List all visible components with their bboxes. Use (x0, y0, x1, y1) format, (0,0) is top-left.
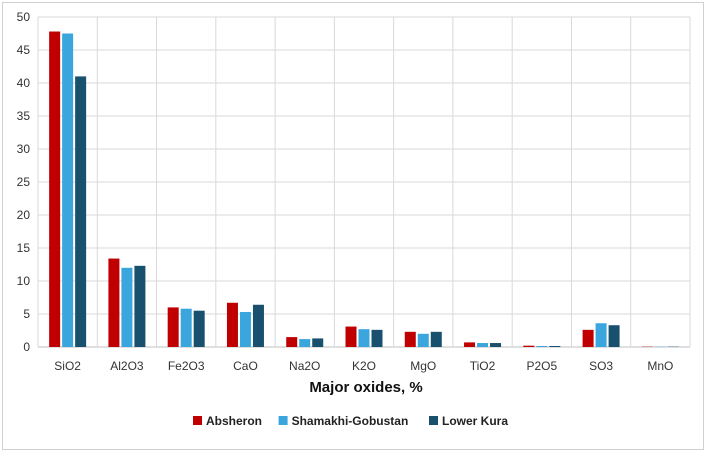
bar-SiO2-Lower Kura (75, 76, 87, 348)
bar-P2O5-Shamakhi-Gobustan (536, 346, 548, 347)
bar-TiO2-Absheron (464, 342, 476, 347)
bar-K2O-Absheron (345, 326, 357, 347)
y-axis-ticks: 0 5 10 15 20 25 30 35 40 45 50 (17, 10, 31, 354)
x-tick-label: Na2O (289, 359, 320, 373)
legend-label: Shamakhi-Gobustan (292, 414, 409, 428)
legend-swatch-0 (193, 416, 202, 425)
bar-Al2O3-Absheron (108, 258, 120, 347)
bar-SiO2-Shamakhi-Gobustan (62, 33, 74, 347)
x-tick-label: SO3 (589, 359, 613, 373)
y-tick-label: 20 (17, 208, 31, 222)
bar-Na2O-Shamakhi-Gobustan (299, 339, 311, 347)
x-tick-label: TiO2 (470, 359, 496, 373)
bar-Na2O-Lower Kura (312, 338, 324, 347)
y-tick-label: 35 (17, 109, 31, 123)
bar-SO3-Absheron (582, 329, 594, 347)
x-tick-label: CaO (233, 359, 258, 373)
bar-SO3-Shamakhi-Gobustan (595, 323, 607, 347)
x-tick-label: SiO2 (54, 359, 81, 373)
bar-P2O5-Lower Kura (549, 346, 561, 347)
y-tick-label: 0 (23, 340, 30, 354)
y-tick-label: 10 (17, 274, 31, 288)
bar-MgO-Lower Kura (430, 331, 442, 347)
bar-CaO-Shamakhi-Gobustan (239, 312, 251, 347)
bar-SO3-Lower Kura (608, 325, 620, 347)
bar-Fe2O3-Absheron (167, 307, 179, 347)
bar-TiO2-Shamakhi-Gobustan (477, 343, 489, 347)
y-tick-label: 50 (17, 10, 31, 24)
x-axis-ticks: SiO2 Al2O3 Fe2O3 CaO Na2O K2O MgO TiO2 P2O5 SO3 Mn… (54, 359, 673, 373)
y-tick-label: 15 (17, 241, 31, 255)
x-tick-label: Al2O3 (110, 359, 144, 373)
y-tick-label: 40 (17, 76, 31, 90)
bars (49, 31, 679, 348)
x-axis-label: Major oxides, % (309, 379, 422, 396)
x-tick-label: MgO (410, 359, 436, 373)
legend-label: Absheron (206, 414, 262, 428)
bar-MgO-Absheron (404, 331, 416, 347)
legend-swatch-1 (278, 416, 288, 425)
x-tick-label: Fe2O3 (168, 359, 205, 373)
bar-TiO2-Lower Kura (490, 343, 502, 347)
x-tick-label: P2O5 (526, 359, 557, 373)
y-tick-label: 30 (17, 142, 31, 156)
x-tick-label: MnO (647, 359, 673, 373)
bar-Al2O3-Shamakhi-Gobustan (121, 267, 133, 347)
bar-SiO2-Absheron (49, 31, 61, 348)
legend-label: Lower Kura (442, 414, 508, 428)
bar-Fe2O3-Shamakhi-Gobustan (180, 308, 192, 347)
chart-frame (2, 2, 704, 450)
bar-Fe2O3-Lower Kura (193, 310, 205, 347)
bar-CaO-Absheron (226, 302, 238, 347)
bar-Al2O3-Lower Kura (134, 265, 146, 347)
bar-CaO-Lower Kura (252, 304, 264, 347)
bar-K2O-Shamakhi-Gobustan (358, 329, 370, 347)
legend-swatch-2 (429, 416, 438, 425)
bar-Na2O-Absheron (286, 337, 298, 347)
x-tick-label: K2O (352, 359, 376, 373)
y-tick-label: 25 (17, 175, 31, 189)
bar-K2O-Lower Kura (371, 329, 383, 347)
gridlines (37, 16, 691, 348)
bar-MgO-Shamakhi-Gobustan (417, 333, 429, 347)
y-tick-label: 45 (17, 43, 31, 57)
y-tick-label: 5 (23, 307, 30, 321)
bar-P2O5-Absheron (523, 345, 535, 347)
legend: Absheron Shamakhi-Gobustan Lower Kura (193, 414, 508, 428)
